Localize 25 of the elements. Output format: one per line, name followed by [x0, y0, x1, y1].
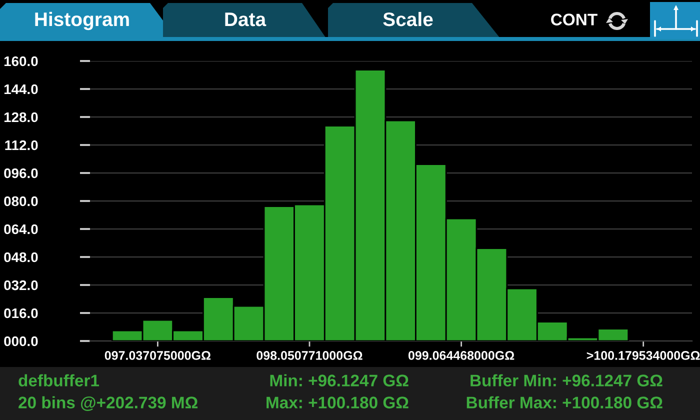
y-tick-label: 032.0	[4, 280, 38, 290]
y-tick-label: 128.0	[4, 112, 38, 122]
y-tick-label: 000.0	[4, 336, 38, 346]
y-tick-label: 144.0	[4, 84, 38, 94]
x-tick-label: >100.179534000GΩ	[586, 351, 700, 360]
text: Scale	[383, 12, 433, 26]
x-tick-label: 098.050771000GΩ	[256, 351, 362, 360]
x-tick-label: 099.064468000GΩ	[408, 351, 514, 360]
y-tick-label: 096.0	[4, 168, 38, 178]
y-tick-label: 080.0	[4, 196, 38, 206]
y-tick-label: 160.0	[4, 56, 38, 66]
text: Buffer Max: +100.180 GΩ	[466, 396, 662, 408]
chart-title: Histogram	[35, 12, 129, 30]
text: Data	[225, 12, 266, 26]
text: defbuffer1	[18, 374, 100, 386]
text: Max: +100.180 GΩ	[266, 396, 408, 408]
text: 20 bins @+202.739 MΩ	[18, 396, 198, 411]
y-tick-label: 112.0	[5, 140, 38, 150]
text: Min: +96.1247 GΩ	[270, 374, 408, 386]
y-tick-label: 064.0	[4, 224, 38, 234]
text: CONT	[551, 14, 598, 26]
y-tick-label: 016.0	[4, 308, 38, 318]
text: Buffer Min: +96.1247 GΩ	[470, 374, 662, 386]
y-tick-label: 048.0	[4, 252, 38, 262]
x-tick-label: 097.037075000GΩ	[104, 351, 211, 360]
